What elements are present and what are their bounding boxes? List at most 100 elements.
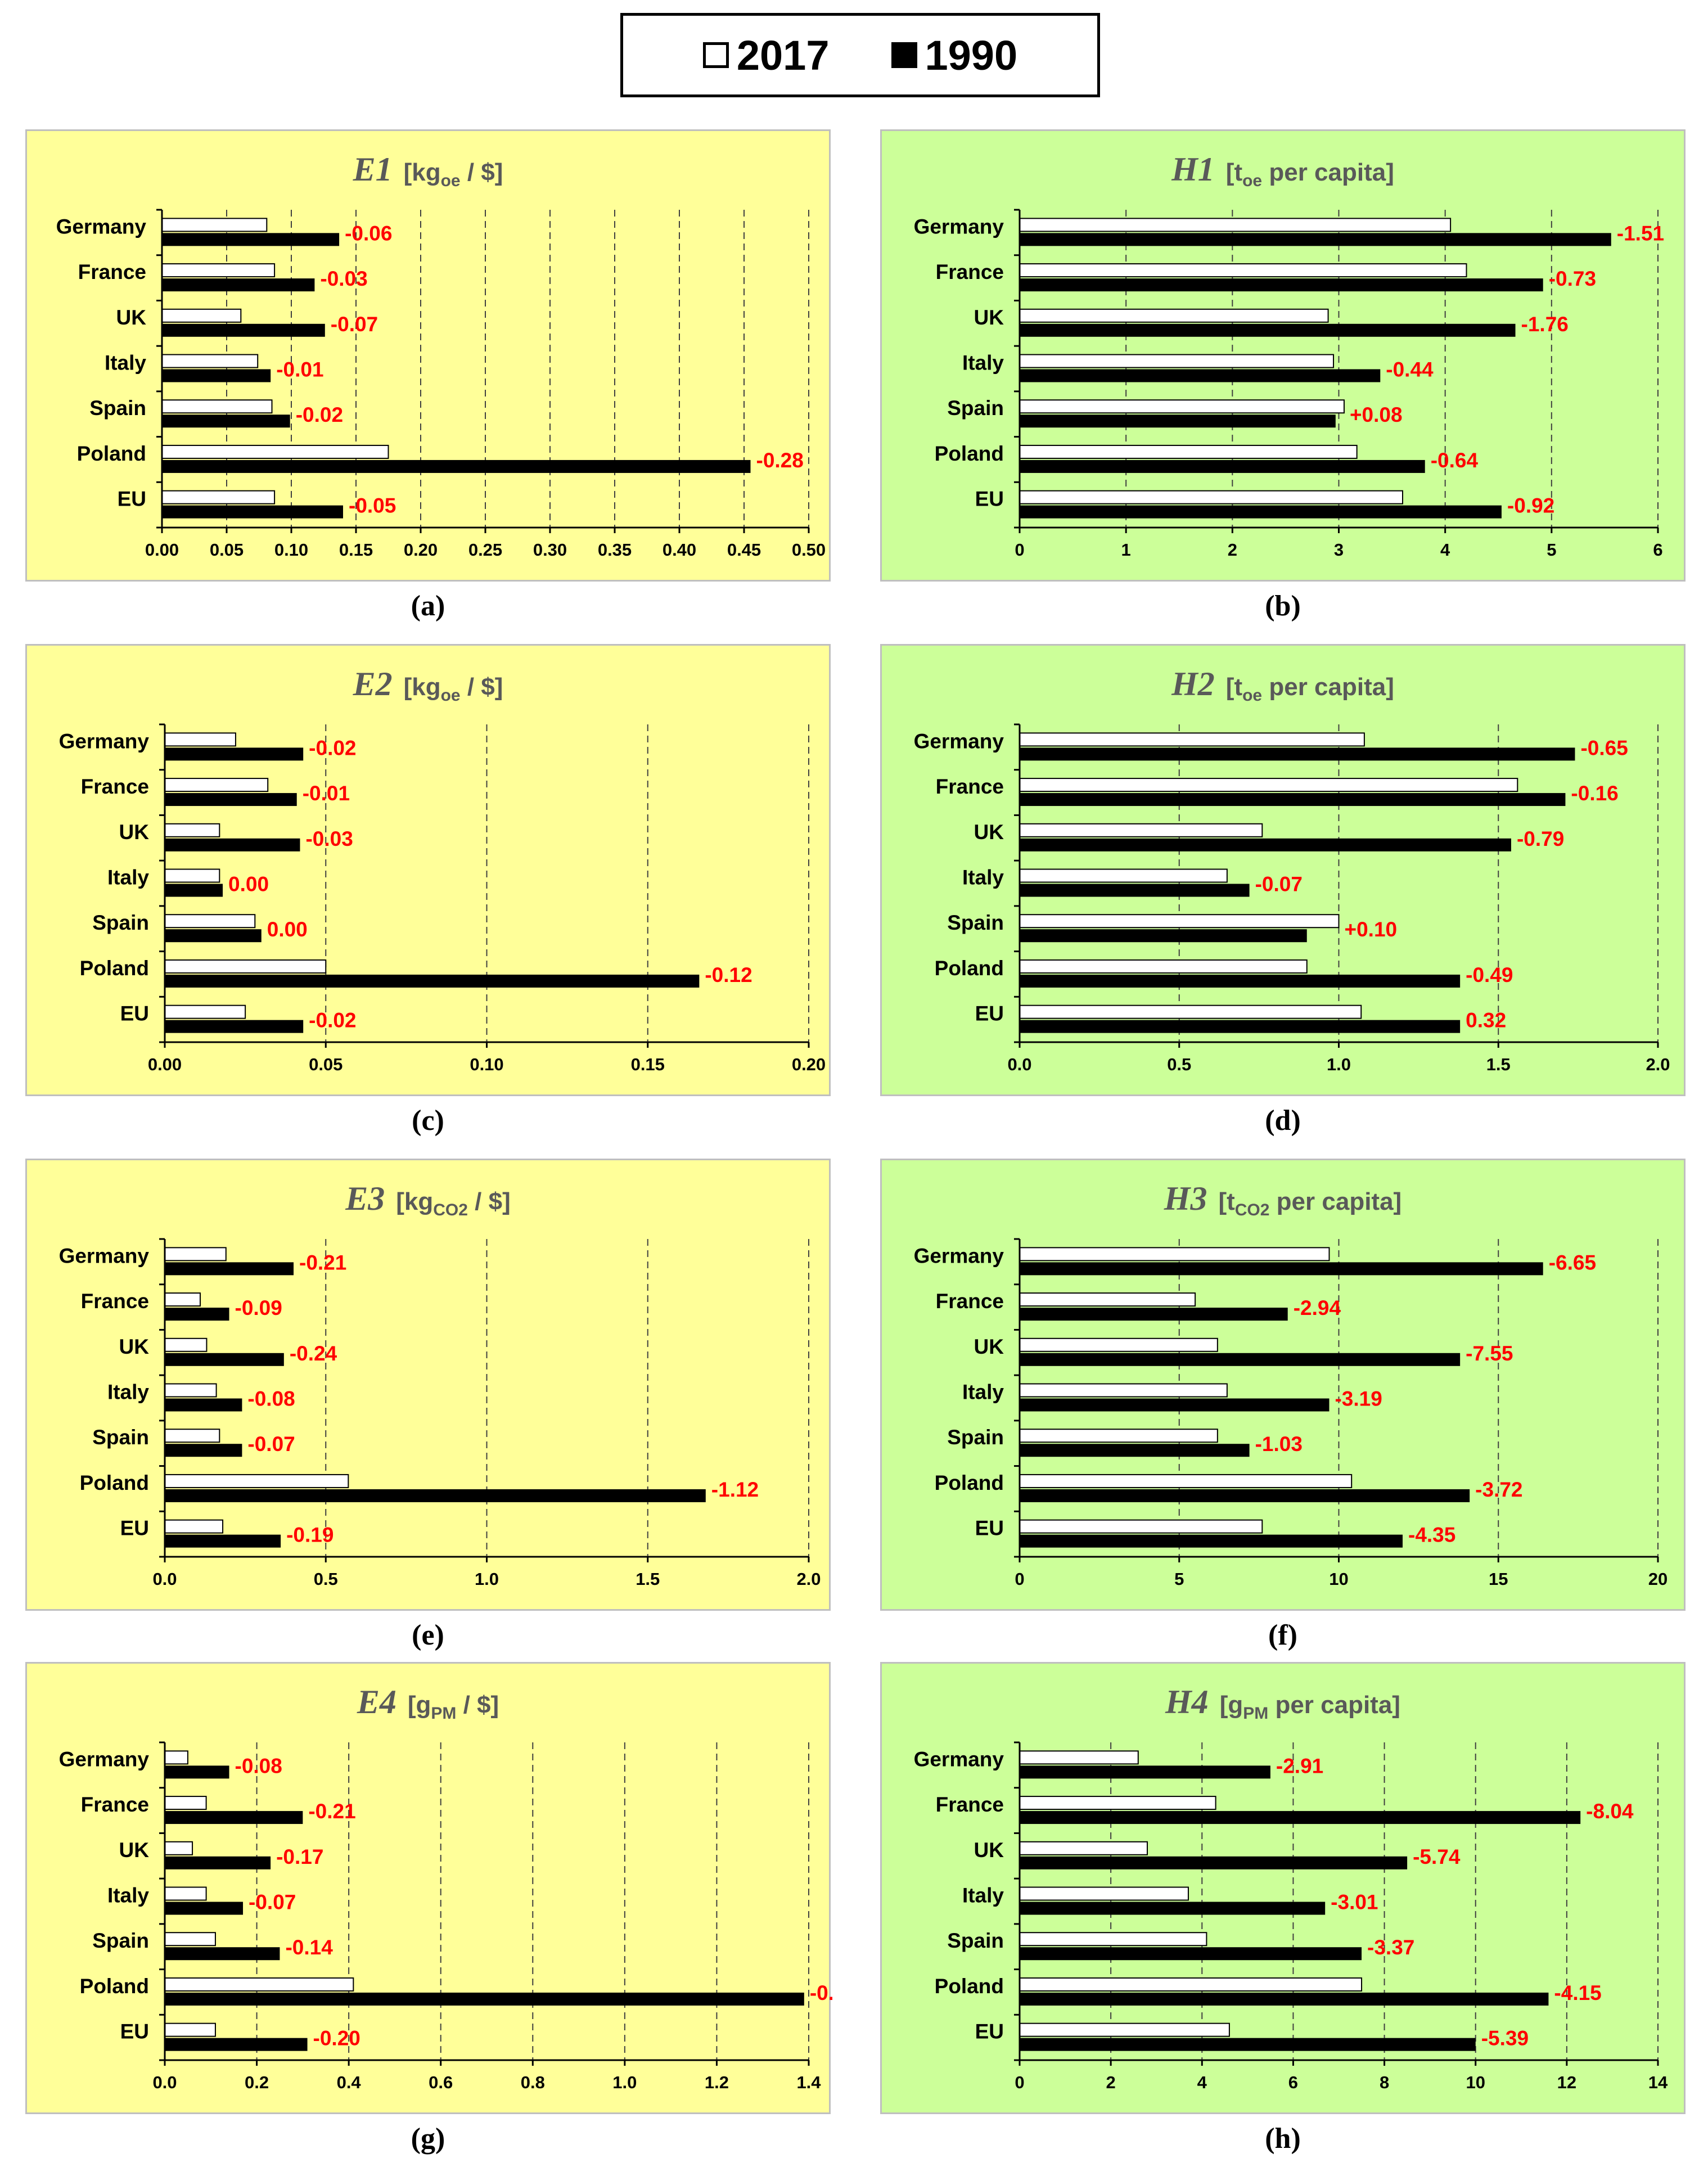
category-label-eu: EU: [975, 488, 1004, 511]
bar-1990-poland: [1020, 1489, 1470, 1502]
bar-2017-italy: [164, 868, 220, 883]
bar-2017-france: [164, 1796, 207, 1810]
bar-2017-uk: [164, 1841, 193, 1855]
category-label-italy: Italy: [962, 1884, 1004, 1907]
category-label-germany: Germany: [914, 1244, 1004, 1267]
legend-label-1990: 1990: [925, 31, 1018, 79]
bar-1990-germany: [1020, 1262, 1543, 1276]
diff-label-poland: -4.15: [1554, 1981, 1601, 2004]
bar-2017-france: [1019, 1796, 1216, 1810]
bar-1990-italy: [1020, 1902, 1326, 1915]
x-tick-label: 4: [1440, 540, 1450, 560]
x-tick-label: 0: [1015, 540, 1024, 560]
bar-1990-poland: [1020, 974, 1461, 988]
x-tick-label: 0: [1015, 2073, 1024, 2092]
bar-1990-germany: [165, 1262, 294, 1276]
bar-2017-uk: [1019, 1841, 1148, 1855]
x-tick-label: 1.0: [1327, 1055, 1351, 1074]
x-tick-label: 4: [1197, 2073, 1207, 2092]
chart-title: E4 [gPM / $]: [27, 1683, 829, 1723]
bar-1990-spain: [1020, 1947, 1362, 1961]
x-tick-label: 0.20: [792, 1055, 826, 1074]
category-label-germany: Germany: [59, 1747, 150, 1770]
bar-1990-italy: [165, 884, 223, 897]
bar-2017-france: [1019, 1292, 1196, 1307]
bar-1990-germany: [1020, 233, 1611, 246]
bar-2017-germany: [164, 1247, 227, 1262]
chart-title: E3 [kgCO2 / $]: [27, 1179, 829, 1220]
x-tick-label: 0.0: [152, 2073, 177, 2092]
x-tick-label: 0.20: [404, 540, 438, 560]
bar-2017-poland: [1019, 959, 1308, 974]
diff-label-eu: -5.39: [1481, 2027, 1529, 2050]
chart-title-name: H3: [1164, 1180, 1207, 1217]
diff-label-eu: -0.92: [1507, 494, 1554, 517]
chart-unit-subscript: oe: [1242, 686, 1263, 705]
category-label-spain: Spain: [92, 1426, 149, 1449]
category-label-eu: EU: [120, 1002, 149, 1025]
bar-1990-germany: [165, 747, 304, 761]
bar-2017-uk: [1019, 308, 1329, 323]
bar-2017-italy: [164, 1886, 207, 1901]
bar-2017-italy: [1019, 868, 1228, 883]
chart-unit-subscript: PM: [431, 1704, 457, 1723]
bar-1990-spain: [165, 1444, 242, 1457]
x-tick-label: 12: [1557, 2073, 1576, 2092]
x-tick-label: 0.45: [727, 540, 761, 560]
diff-label-france: -0.03: [320, 267, 367, 290]
x-tick-label: 2: [1106, 2073, 1116, 2092]
category-label-uk: UK: [974, 1335, 1004, 1358]
category-label-france: France: [81, 1290, 149, 1313]
bar-2017-spain: [1019, 914, 1340, 929]
bar-2017-poland: [1019, 444, 1358, 459]
bar-1990-germany: [165, 1765, 229, 1779]
diff-label-france: -8.04: [1586, 1800, 1634, 1823]
category-label-eu: EU: [120, 2020, 149, 2043]
chart-title-name: E3: [345, 1180, 385, 1217]
bar-1990-uk: [165, 838, 300, 852]
x-tick-label: 1.5: [636, 1569, 660, 1589]
category-label-uk: UK: [974, 306, 1004, 329]
bar-1990-uk: [165, 1353, 284, 1366]
diff-label-germany: -0.21: [299, 1251, 346, 1274]
chart-title: H3 [tCO2 per capita]: [882, 1179, 1684, 1220]
bar-1990-uk: [1020, 1856, 1408, 1869]
x-tick-label: 0.05: [309, 1055, 342, 1074]
chart-plot: 0.00 0.05 0.10 0.15 0.20 0.25 0.30 0.35 0.40 0.45…: [56, 209, 826, 560]
x-tick-label: 0.10: [274, 540, 308, 560]
x-tick-label: 14: [1648, 2073, 1668, 2092]
bar-2017-spain: [1019, 1429, 1218, 1443]
x-tick-label: 0.00: [148, 1055, 182, 1074]
chart-plot: 0 1 2 3 4 5 6 Germany -1.51 France -0.73 UK -1.76 Ita…: [914, 209, 1664, 560]
bar-1990-france: [165, 1811, 303, 1824]
category-label-spain: Spain: [947, 397, 1004, 420]
diff-label-spain: -0.07: [247, 1432, 295, 1456]
chart-unit-subscript: PM: [1243, 1704, 1269, 1723]
bar-1990-france: [162, 278, 315, 292]
category-label-uk: UK: [119, 1839, 150, 1862]
bar-1990-eu: [1020, 505, 1502, 519]
x-tick-label: 0.00: [145, 540, 179, 560]
bar-1990-eu: [1020, 1020, 1461, 1033]
diff-label-italy: 0.00: [228, 873, 269, 896]
bar-1990-spain: [1020, 415, 1336, 428]
panel-caption: (h): [1265, 2123, 1301, 2155]
diff-label-italy: -0.07: [1255, 873, 1303, 896]
chart-panel-h4: H4 [gPM per capita] 0 2 4 6 8 10 12 14 Germany -2.9…: [880, 1662, 1686, 2114]
bar-1990-spain: [165, 1947, 280, 1961]
bar-1990-france: [165, 793, 297, 807]
panel-caption: (b): [1265, 590, 1301, 622]
diff-label-italy: -3.01: [1331, 1891, 1378, 1914]
category-label-eu: EU: [975, 1002, 1004, 1025]
bar-2017-eu: [1019, 2022, 1230, 2037]
chart-unit: [kgCO2 / $]: [396, 1188, 511, 1219]
x-tick-label: 0.10: [470, 1055, 503, 1074]
chart-title-name: H4: [1165, 1683, 1209, 1720]
diff-label-italy: -0.07: [249, 1891, 296, 1914]
category-label-france: France: [936, 1793, 1004, 1816]
x-tick-label: 2.0: [1646, 1055, 1670, 1074]
bar-2017-uk: [164, 823, 220, 837]
bar-2017-germany: [164, 732, 236, 747]
chart-plot: 0 2 4 6 8 10 12 14 Germany -2.91 France -8.04 UK -5.7…: [914, 1741, 1668, 2092]
diff-label-italy: -0.01: [276, 358, 323, 381]
